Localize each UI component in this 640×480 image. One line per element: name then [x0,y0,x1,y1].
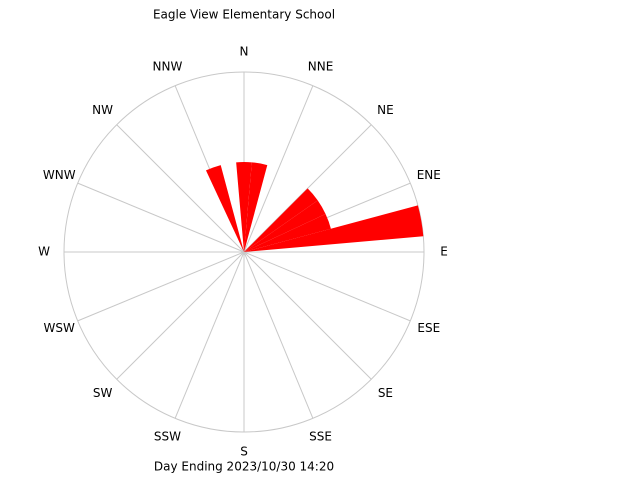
direction-label: S [240,445,248,459]
direction-label: NNW [153,60,183,74]
spoke [77,251,245,322]
wedge [244,213,331,252]
spoke [116,251,245,380]
spoke [77,182,245,253]
spoke [243,251,411,322]
direction-label: SSW [154,429,181,443]
direction-label: NNE [308,60,334,74]
direction-label: ESE [417,321,440,335]
spoke [174,251,245,419]
direction-label: SE [378,386,393,400]
chart-title: Eagle View Elementary School [153,8,335,22]
wedge [244,162,268,252]
direction-label: SSE [309,429,332,443]
chart-subtitle: Day Ending 2023/10/30 14:20 [154,460,334,474]
wedge [205,165,244,252]
spoke [243,251,372,380]
direction-label: NW [92,103,113,117]
direction-label: WNW [43,168,76,182]
wedge [244,205,424,252]
direction-label: NE [377,103,394,117]
direction-label: SW [93,386,113,400]
direction-label: W [38,245,50,259]
direction-label: N [240,45,249,59]
spoke [243,251,314,419]
direction-label: ENE [417,168,441,182]
wedge [236,162,252,252]
spoke [243,85,314,253]
wedge [244,188,318,252]
direction-label: E [440,245,448,259]
direction-label: WSW [44,321,75,335]
wedge [244,200,326,252]
spoke [116,124,245,253]
